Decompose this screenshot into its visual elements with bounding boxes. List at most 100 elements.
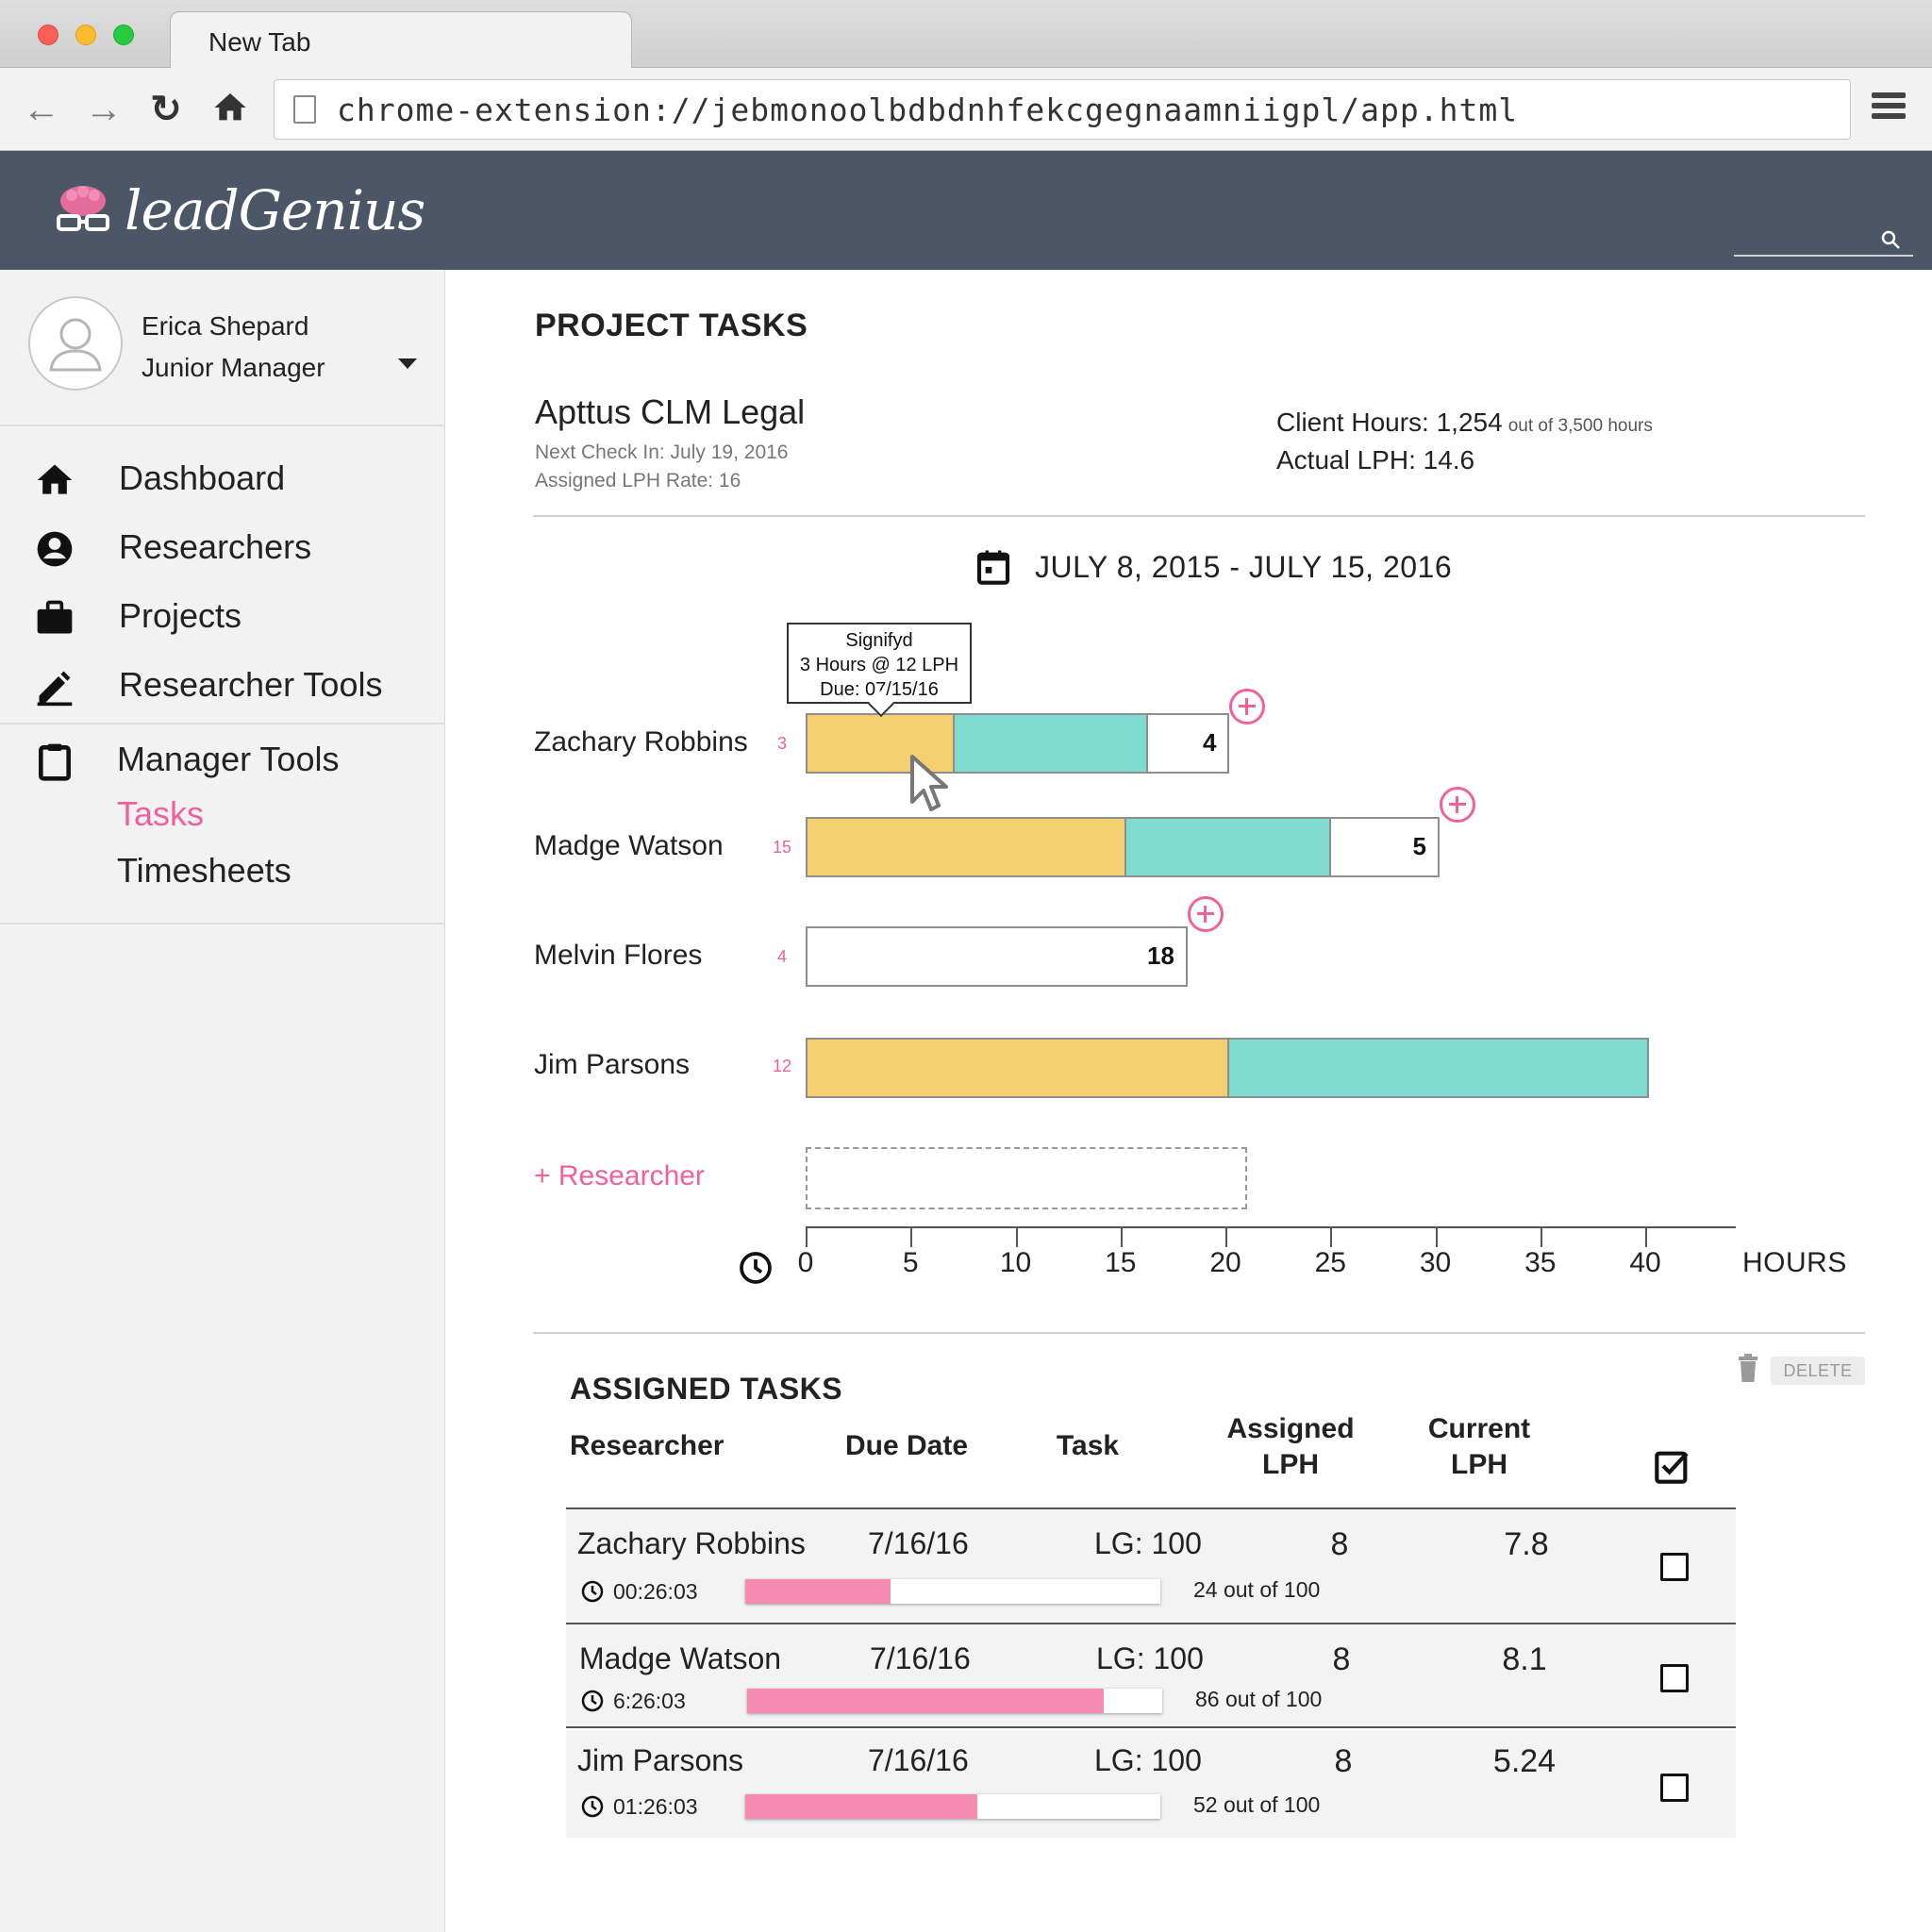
sidebar-item-dashboard[interactable]: Dashboard xyxy=(0,447,445,509)
table-row[interactable]: Madge Watson 7/16/16 LG: 100 8 8.1 6:26:… xyxy=(566,1624,1736,1728)
sidebar-subitem-tasks[interactable]: Tasks xyxy=(117,794,205,833)
row-timer: 01:26:03 xyxy=(581,1792,698,1821)
sidebar-item-manager-tools[interactable]: Manager Tools xyxy=(0,728,445,791)
url-text: chrome-extension://jebmonoolbdbdnhfekcge… xyxy=(337,92,1519,128)
header-search-input[interactable] xyxy=(1734,255,1913,257)
column-header-assigned-lph[interactable]: Assigned LPH xyxy=(1220,1411,1361,1483)
add-task-button[interactable] xyxy=(1439,787,1475,823)
progress-text: 52 out of 100 xyxy=(1193,1792,1321,1817)
completed-segment[interactable] xyxy=(808,819,1125,875)
add-researcher-link[interactable]: + Researcher xyxy=(534,1160,705,1191)
main-content: PROJECT TASKS Apttus CLM Legal Next Chec… xyxy=(446,270,1932,1932)
column-header-current-lph[interactable]: Current LPH xyxy=(1408,1411,1550,1483)
back-arrow-icon[interactable]: ← xyxy=(23,89,60,130)
progress-text: 24 out of 100 xyxy=(1193,1577,1321,1602)
tick-mark xyxy=(1015,1226,1018,1247)
timer-value: 6:26:03 xyxy=(613,1688,686,1713)
remaining-value: 18 xyxy=(1147,941,1174,970)
row-timer: 6:26:03 xyxy=(581,1687,686,1715)
timer-value: 01:26:03 xyxy=(613,1793,698,1819)
tick-label: 30 xyxy=(1419,1247,1452,1278)
close-window-button[interactable] xyxy=(38,25,58,45)
sidebar-item-researchers[interactable]: Researchers xyxy=(0,516,445,578)
in-progress-segment[interactable] xyxy=(1124,819,1329,875)
sidebar-item-label: Manager Tools xyxy=(117,740,340,778)
search-icon[interactable] xyxy=(1879,228,1902,251)
sidebar-item-label: Projects xyxy=(119,596,242,635)
row-checkbox[interactable] xyxy=(1660,1553,1689,1581)
in-progress-segment[interactable] xyxy=(1227,1040,1648,1096)
forward-arrow-icon[interactable]: → xyxy=(85,89,123,130)
tick-label: 10 xyxy=(999,1247,1032,1278)
progress-bar xyxy=(747,1689,1162,1713)
row-current-lph: 7.8 xyxy=(1504,1526,1549,1562)
date-range-text: JULY 8, 2015 - JULY 15, 2016 xyxy=(1035,549,1453,584)
browser-tab[interactable]: New Tab xyxy=(170,11,632,70)
row-checkbox[interactable] xyxy=(1660,1664,1689,1692)
delete-button[interactable]: DELETE xyxy=(1771,1357,1865,1385)
reload-icon[interactable]: ↻ xyxy=(150,89,182,130)
browser-toolbar: ← → ↻ chrome-extension://jebmonoolbdbdnh… xyxy=(0,68,1932,151)
row-due-date: 7/16/16 xyxy=(868,1526,969,1560)
user-profile[interactable]: Erica Shepard Junior Manager xyxy=(0,270,445,426)
row-assigned-lph: 8 xyxy=(1334,1743,1353,1779)
row-researcher: Jim Parsons xyxy=(577,1743,744,1777)
remaining-segment[interactable]: 5 xyxy=(1328,819,1438,875)
client-hours-total: out of 3,500 hours xyxy=(1507,416,1653,436)
new-researcher-slot[interactable] xyxy=(806,1147,1247,1209)
gantt-row-name: Jim Parsons xyxy=(534,1049,691,1080)
home-button-icon[interactable] xyxy=(209,89,251,130)
select-all-checkbox-icon[interactable] xyxy=(1654,1447,1691,1485)
gantt-bar[interactable]: 5 xyxy=(806,817,1440,877)
sidebar-subitem-timesheets[interactable]: Timesheets xyxy=(117,851,291,890)
minimize-window-button[interactable] xyxy=(75,25,96,45)
gantt-bar[interactable] xyxy=(806,1038,1650,1098)
browser-menu-icon[interactable] xyxy=(1872,92,1906,126)
completed-segment[interactable] xyxy=(808,1040,1228,1096)
sidebar-item-researcher-tools[interactable]: Researcher Tools xyxy=(0,654,445,716)
tick-mark xyxy=(1330,1226,1333,1247)
column-header-researcher[interactable]: Researcher xyxy=(570,1430,724,1461)
table-row[interactable]: Zachary Robbins 7/16/16 LG: 100 8 7.8 00… xyxy=(566,1509,1736,1624)
table-row[interactable]: Jim Parsons 7/16/16 LG: 100 8 5.24 01:26… xyxy=(566,1730,1736,1838)
maximize-window-button[interactable] xyxy=(113,25,134,45)
gantt-row-name: Zachary Robbins xyxy=(534,726,748,758)
gantt-row-name: Madge Watson xyxy=(534,830,724,861)
column-header-due-date[interactable]: Due Date xyxy=(844,1430,969,1461)
app-header: leadGenius xyxy=(0,151,1932,270)
gantt-bar[interactable]: 4 xyxy=(806,713,1230,774)
remaining-segment[interactable]: 4 xyxy=(1146,715,1228,772)
date-range-picker[interactable]: JULY 8, 2015 - JULY 15, 2016 xyxy=(974,543,1452,591)
add-task-button[interactable] xyxy=(1187,896,1224,932)
divider xyxy=(566,1507,1736,1509)
completed-segment[interactable] xyxy=(808,715,954,772)
sidebar-item-projects[interactable]: Projects xyxy=(0,585,445,647)
tick-mark xyxy=(910,1226,913,1247)
row-researcher: Zachary Robbins xyxy=(577,1526,806,1560)
task-tooltip: Signifyd 3 Hours @ 12 LPH Due: 07/15/16 xyxy=(787,623,972,718)
briefcase-icon xyxy=(37,600,73,634)
tick-mark xyxy=(1540,1226,1542,1247)
assigned-lph-rate: Assigned LPH Rate: 16 xyxy=(535,470,741,491)
address-bar[interactable]: chrome-extension://jebmonoolbdbdnhfekcge… xyxy=(274,79,1851,140)
trash-icon[interactable] xyxy=(1737,1353,1759,1383)
column-header-task[interactable]: Task xyxy=(1056,1430,1120,1461)
in-progress-segment[interactable] xyxy=(953,715,1147,772)
gantt-bar[interactable]: 18 xyxy=(806,926,1188,987)
row-task: LG: 100 xyxy=(1094,1526,1202,1560)
clock-icon xyxy=(581,1580,604,1603)
caret-down-icon[interactable] xyxy=(398,358,417,369)
progress-bar xyxy=(745,1579,1160,1604)
timer-value: 00:26:03 xyxy=(613,1578,698,1604)
progress-fill xyxy=(745,1579,891,1604)
row-checkbox[interactable] xyxy=(1660,1774,1689,1802)
logo[interactable]: leadGenius xyxy=(55,177,425,243)
client-hours-value: Client Hours: 1,254 xyxy=(1276,408,1503,437)
assigned-tasks-title: ASSIGNED TASKS xyxy=(570,1372,843,1406)
page-icon xyxy=(293,95,316,124)
add-task-button[interactable] xyxy=(1229,689,1266,724)
row-task: LG: 100 xyxy=(1096,1641,1204,1675)
gantt-row-count: 12 xyxy=(772,1057,792,1075)
tick-mark xyxy=(1120,1226,1123,1247)
remaining-segment[interactable]: 18 xyxy=(808,928,1186,985)
